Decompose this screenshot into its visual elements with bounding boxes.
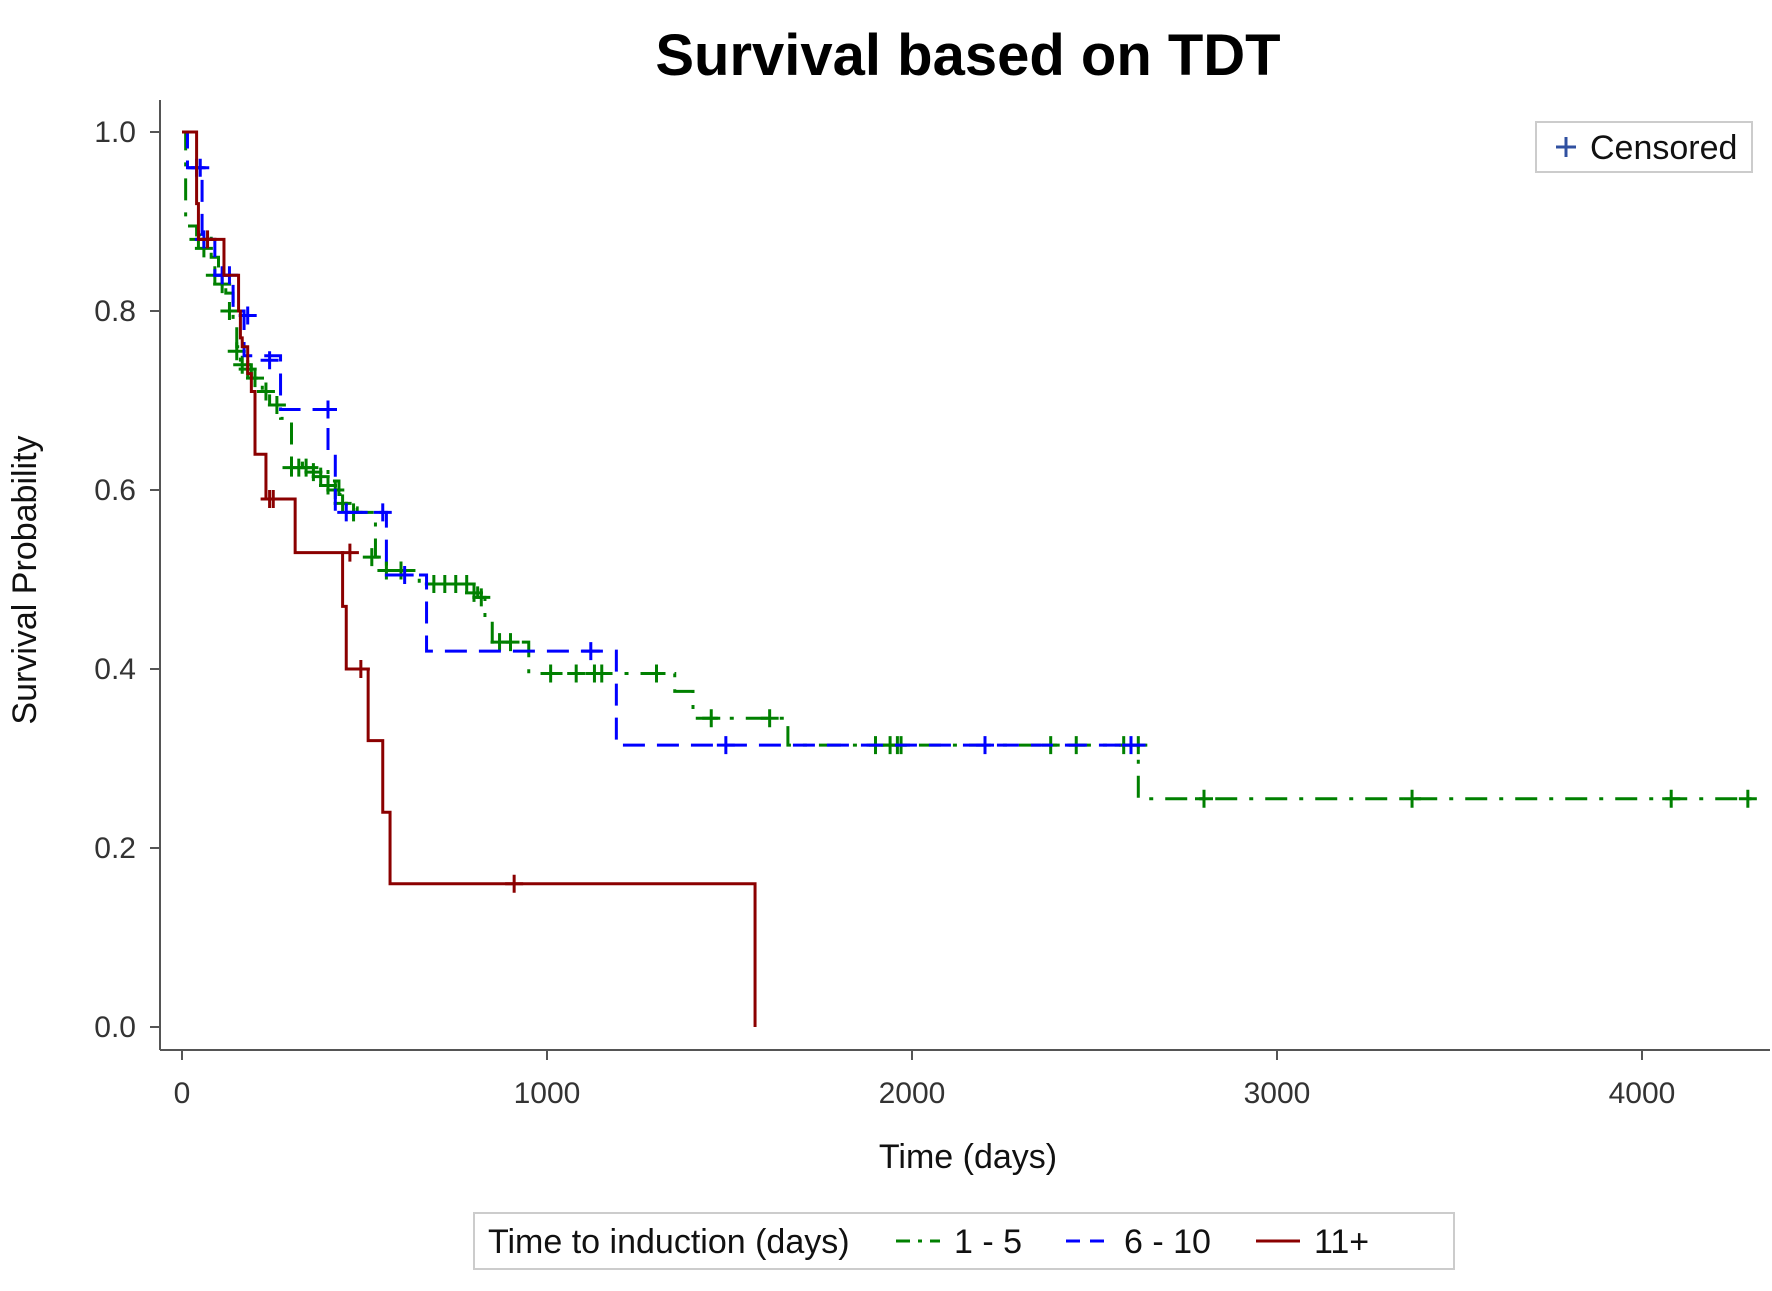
y-tick-label: 1.0 xyxy=(94,116,136,149)
censored-marker xyxy=(716,736,735,755)
censored-marker xyxy=(760,709,779,728)
x-tick-label: 4000 xyxy=(1609,1077,1676,1110)
y-tick-label: 0.8 xyxy=(94,295,136,328)
censored-marker xyxy=(319,400,337,419)
censored-marker xyxy=(264,489,283,508)
legend-label-2: 6 - 10 xyxy=(1124,1223,1211,1261)
series-3 xyxy=(182,130,757,1027)
y-tick-label: 0.0 xyxy=(94,1011,136,1044)
censored-marker xyxy=(220,302,239,320)
censored-marker xyxy=(581,642,600,661)
survival-curve-3 xyxy=(182,130,757,1027)
series-layer xyxy=(182,130,1757,1027)
y-tick-label: 0.4 xyxy=(94,653,136,686)
censored-marker xyxy=(256,382,275,401)
y-ticks: 0.0 0.2 0.4 0.6 0.8 1.0 xyxy=(94,116,160,1044)
x-tick-label: 1000 xyxy=(514,1077,581,1110)
series-legend: Time to induction (days) 1 - 5 6 - 10 11+ xyxy=(473,1212,1455,1270)
censored-marker xyxy=(373,503,392,522)
censored-marker xyxy=(976,736,994,755)
censored-marker xyxy=(592,664,611,683)
censored-marker xyxy=(392,561,410,580)
x-tick-label: 3000 xyxy=(1244,1077,1311,1110)
censored-marker xyxy=(1403,789,1422,808)
x-axis-label: Time (days) xyxy=(879,1138,1057,1176)
chart-title: Survival based on TDT xyxy=(655,23,1280,88)
censored-legend-label: Censored xyxy=(1590,129,1737,167)
series-1 xyxy=(182,130,1757,808)
censored-marker xyxy=(260,351,279,370)
y-axis-label: Survival Probability xyxy=(6,435,44,724)
censored-marker xyxy=(198,230,217,249)
censored-marker xyxy=(337,503,356,522)
censored-marker xyxy=(340,543,359,562)
censored-legend: Censored xyxy=(1535,121,1753,173)
legend-title: Time to induction (days) xyxy=(488,1223,850,1261)
x-tick-label: 0 xyxy=(174,1077,191,1110)
censored-marker xyxy=(1738,789,1757,808)
censored-marker xyxy=(1662,789,1681,808)
y-tick-label: 0.2 xyxy=(94,832,136,865)
censored-marker xyxy=(351,660,370,678)
legend-label-3: 11+ xyxy=(1314,1223,1369,1261)
x-ticks: 0 1000 2000 3000 4000 xyxy=(174,1050,1676,1110)
censored-legend-marker xyxy=(1556,137,1576,157)
plot-area: 0.0 0.2 0.4 0.6 0.8 1.0 0 1000 2000 3000 4000 xyxy=(94,100,1770,1110)
series-legend-box xyxy=(473,1212,1455,1270)
censored-marker xyxy=(702,709,721,728)
x-tick-label: 2000 xyxy=(879,1077,946,1110)
censored-marker xyxy=(362,548,381,567)
censored-marker xyxy=(541,664,560,683)
censored-marker xyxy=(647,664,666,683)
censored-marker xyxy=(505,874,524,893)
censored-marker xyxy=(267,395,286,414)
censored-marker xyxy=(1195,789,1213,808)
censored-marker xyxy=(472,588,491,607)
y-tick-label: 0.6 xyxy=(94,474,136,507)
censored-marker xyxy=(1122,736,1140,755)
censored-marker xyxy=(246,369,264,388)
censored-marker xyxy=(501,633,520,652)
censored-marker xyxy=(395,566,414,585)
survival-curve-2 xyxy=(182,130,1146,747)
censored-marker xyxy=(191,158,210,177)
legend-items: 1 - 5 6 - 10 11+ xyxy=(896,1223,1369,1261)
survival-curve-1 xyxy=(182,130,1752,801)
legend-label-1: 1 - 5 xyxy=(954,1223,1022,1261)
censored-marker xyxy=(567,664,586,683)
series-2 xyxy=(182,130,1146,755)
